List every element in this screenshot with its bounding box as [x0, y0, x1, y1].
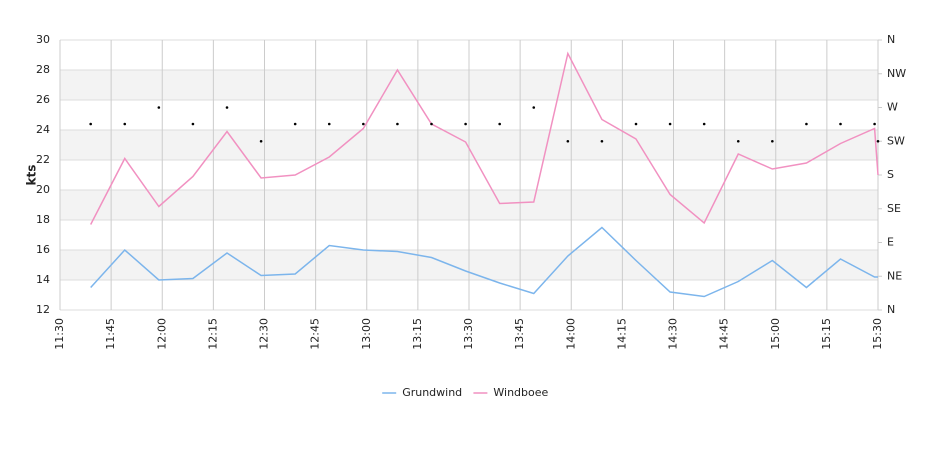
direction-dot	[191, 122, 195, 126]
direction-dot	[873, 122, 876, 126]
direction-dot	[327, 122, 331, 126]
y2-tick-label: S	[887, 168, 894, 181]
y-tick-label: 28	[36, 63, 50, 76]
y-tick-label: 16	[36, 243, 50, 256]
legend-label: Grundwind	[402, 386, 462, 399]
direction-dot	[430, 122, 433, 126]
x-tick-label: 15:30	[871, 318, 884, 350]
direction-dot	[157, 106, 161, 109]
direction-dot	[259, 139, 263, 143]
x-tick-label: 13:45	[513, 318, 526, 350]
x-tick-label: 15:00	[769, 318, 782, 350]
y-tick-label: 24	[36, 123, 50, 136]
y2-tick-label: E	[887, 236, 894, 249]
x-tick-label: 14:15	[615, 318, 628, 350]
x-tick-label: 11:30	[53, 318, 66, 350]
y2-tick-label: N	[887, 303, 895, 316]
x-tick-label: 13:15	[411, 318, 424, 350]
plot-background	[59, 39, 879, 311]
y2-tick-label: W	[887, 101, 898, 114]
x-tick-label: 14:00	[564, 318, 577, 350]
direction-dot	[464, 122, 467, 126]
direction-dot	[396, 122, 399, 126]
y2-tick-label: SE	[887, 202, 901, 215]
direction-dot	[805, 122, 808, 126]
direction-dot	[600, 139, 604, 143]
direction-dot	[89, 122, 92, 126]
direction-dot	[123, 122, 127, 126]
direction-dot	[498, 122, 501, 126]
y-tick-label: 20	[36, 183, 50, 196]
x-tick-label: 12:45	[309, 318, 322, 350]
line-series	[90, 51, 879, 225]
y2-tick-label: NW	[887, 67, 906, 80]
y-tick-label: 12	[36, 303, 50, 316]
direction-dot	[736, 139, 740, 143]
direction-dot	[566, 139, 570, 143]
x-tick-label: 13:30	[462, 318, 475, 350]
y-axis-label: kts	[25, 165, 39, 186]
y2-tick-label: SW	[887, 134, 905, 147]
line-series	[90, 226, 878, 298]
direction-dot	[362, 122, 365, 126]
direction-dot	[771, 139, 774, 143]
x-tick-label: 11:45	[104, 318, 117, 350]
y-tick-label: 30	[36, 33, 50, 46]
x-tick-label: 14:30	[667, 318, 680, 350]
y-tick-label: 14	[36, 273, 50, 286]
direction-dot	[293, 122, 297, 126]
x-tick-label: 12:00	[155, 318, 168, 350]
direction-dot	[876, 139, 880, 143]
direction-dot	[532, 106, 536, 109]
direction-dot	[634, 122, 638, 126]
y-tick-label: 18	[36, 213, 50, 226]
y-tick-label: 22	[36, 153, 50, 166]
y2-tick-label: NE	[887, 269, 902, 282]
direction-dot	[225, 106, 229, 109]
direction-dot	[839, 122, 842, 126]
x-tick-label: 14:45	[718, 318, 731, 350]
legend-label: Windboee	[493, 386, 548, 399]
direction-dot	[668, 122, 672, 126]
x-tick-label: 12:30	[258, 318, 271, 350]
x-tick-label: 13:00	[360, 318, 373, 350]
y2-tick-label: N	[887, 33, 895, 46]
x-tick-label: 15:15	[820, 318, 833, 350]
y-tick-label: 26	[36, 93, 50, 106]
x-tick-label: 12:15	[206, 318, 219, 350]
direction-dot	[702, 122, 706, 126]
